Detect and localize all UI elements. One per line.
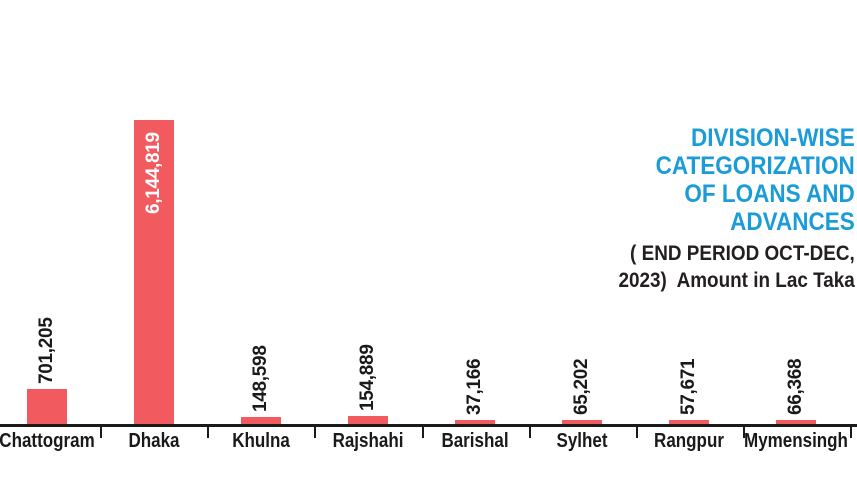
bar-value-label: 57,671 (678, 358, 700, 415)
category-label-rangpur: Rangpur (654, 430, 725, 452)
axis-tick (100, 424, 103, 438)
category-label-sylhet: Sylhet (556, 430, 608, 452)
category-label-dhaka: Dhaka (128, 430, 180, 452)
bar-mymensingh (776, 420, 817, 424)
bar-value-label: 148,598 (249, 345, 271, 412)
axis-tick (207, 424, 210, 438)
chart-title-line: DIVISION-WISE (691, 124, 856, 152)
axis-tick (314, 424, 317, 438)
x-axis-line (0, 424, 857, 427)
axis-tick (850, 424, 852, 438)
bar-barishal (455, 420, 496, 424)
chart-subtitle-line: 2023) Amount in Lac Taka (618, 269, 856, 292)
bar-value-label: 701,205 (35, 317, 57, 384)
chart-title-line: OF LOANS AND (684, 180, 856, 208)
category-label-mymensingh: Mymensingh (744, 430, 849, 452)
bar-value-label: 65,202 (571, 358, 593, 415)
chart-title-line: CATEGORIZATION (656, 152, 856, 180)
chart-header: DIVISION-WISE CATEGORIZATION OF LOANS AN… (619, 124, 857, 294)
category-label-khulna: Khulna (232, 430, 290, 452)
bar-rajshahi (347, 416, 388, 424)
bar-khulna (240, 417, 281, 424)
axis-tick (742, 424, 745, 438)
bar-value-label: 66,368 (785, 358, 807, 415)
axis-tick (635, 424, 638, 438)
chart-title: DIVISION-WISE CATEGORIZATION OF LOANS AN… (619, 124, 855, 236)
axis-tick (528, 424, 531, 438)
category-label-barishal: Barishal (441, 430, 509, 452)
bar-dhaka (133, 120, 174, 424)
bar-sylhet (562, 420, 603, 424)
bar-value-label: 6,144,819 (142, 132, 164, 214)
bar-value-label: 37,166 (464, 358, 486, 415)
chart-subtitle-line: ( END PERIOD OCT-DEC, (630, 242, 856, 265)
chart-title-line: ADVANCES (730, 208, 856, 236)
category-label-rajshahi: Rajshahi (332, 430, 404, 452)
bar-chattogram (26, 389, 67, 424)
axis-tick (421, 424, 424, 438)
chart-subtitle: ( END PERIOD OCT-DEC, 2023) Amount in La… (619, 240, 855, 294)
bar-rangpur (669, 420, 710, 424)
bar-value-label: 154,889 (356, 344, 378, 411)
category-label-chattogram: Chattogram (0, 430, 95, 452)
